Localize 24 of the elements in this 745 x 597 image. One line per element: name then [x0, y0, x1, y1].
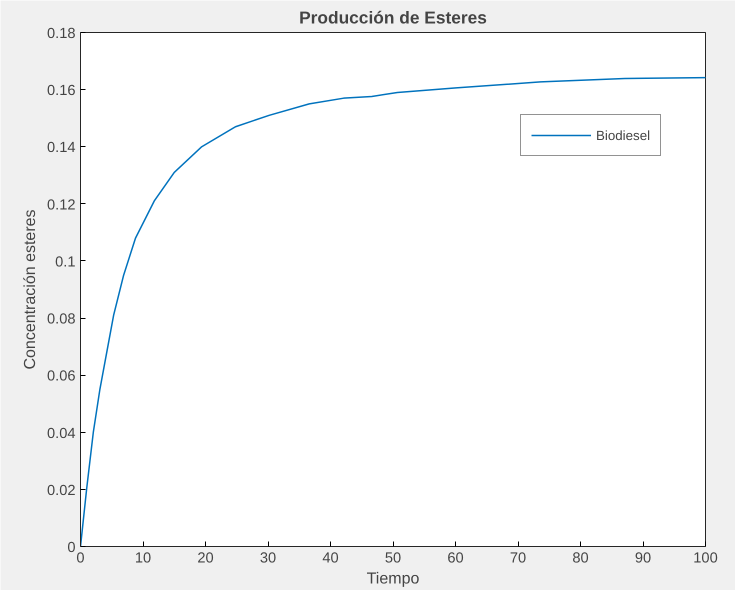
- y-tick-label: 0.1: [55, 254, 76, 270]
- x-tick-label: 70: [510, 550, 526, 566]
- y-tick-label: 0.02: [46, 482, 76, 499]
- y-tick-label: 0.18: [46, 26, 76, 42]
- legend-label: Biodiesel: [596, 128, 650, 142]
- y-tick-label: 0: [67, 540, 76, 556]
- x-tick-label: 100: [693, 550, 718, 566]
- y-tick-label: 0.08: [46, 312, 76, 328]
- chart-title: Producción de Esteres: [299, 8, 487, 28]
- x-tick-label: 30: [260, 550, 276, 566]
- x-tick-label: 40: [322, 550, 339, 566]
- x-tick-label: 80: [572, 550, 589, 566]
- x-tick-label: 60: [447, 550, 464, 566]
- x-tick-label: 90: [634, 550, 652, 566]
- x-tick-label: 50: [384, 550, 402, 566]
- y-tick-label: 0.14: [46, 140, 76, 156]
- x-tick-label: 10: [134, 550, 152, 566]
- y-axis-title: Concentración esteres: [22, 209, 39, 370]
- x-axis-title: Tiempo: [366, 570, 420, 588]
- x-tick-label: 20: [197, 550, 214, 566]
- y-tick-label: 0.04: [46, 426, 76, 442]
- y-tick-label: 0.06: [46, 368, 76, 385]
- y-tick-label: 0.16: [46, 83, 76, 100]
- y-tick-label: 0.12: [46, 197, 76, 214]
